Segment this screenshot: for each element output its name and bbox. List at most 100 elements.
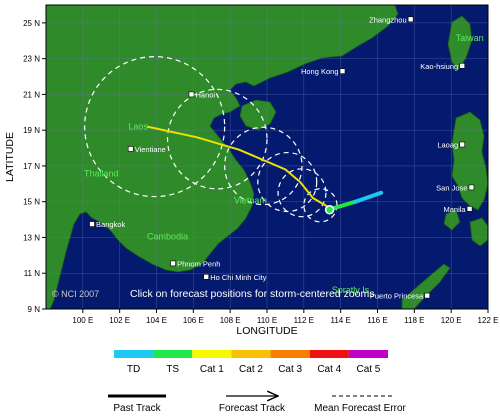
x-axis-label: LONGITUDE xyxy=(236,325,297,337)
legend-swatch-cat-5 xyxy=(348,350,388,358)
legend-swatch-cat-1 xyxy=(192,350,232,358)
region-label: Thailand xyxy=(84,169,119,179)
forecast-position-hotspot[interactable] xyxy=(234,145,244,155)
legend-swatch-ts xyxy=(153,350,193,358)
x-tick-label: 106 E xyxy=(183,316,204,325)
legend-swatch-cat-2 xyxy=(231,350,271,358)
past-track-legend-label: Past Track xyxy=(113,403,161,412)
y-axis-ticks: 25 N 23 N 21 N 19 N 17 N 15 N 13 N 11 N 9 N xyxy=(23,19,46,314)
city-square-icon xyxy=(127,146,134,152)
y-tick-label: 11 N xyxy=(24,269,41,278)
y-tick-label: 21 N xyxy=(23,90,40,99)
land-luzon xyxy=(451,111,488,211)
region-label: Laos xyxy=(128,121,148,131)
land-palawan xyxy=(401,263,451,309)
city-marker: Phnom Penh xyxy=(170,259,220,268)
city-label: Bangkok xyxy=(96,220,125,229)
city-square-icon xyxy=(459,62,466,69)
forecast-error-circle xyxy=(257,151,318,213)
city-label: Hong Kong xyxy=(301,67,339,76)
forecast-position-hotspot[interactable] xyxy=(308,193,318,203)
region-labels: Taiwan Laos Thailand Vietnam Cambodia Spratly… xyxy=(84,33,484,295)
land-mainland-asia xyxy=(46,5,399,309)
legend-category-label: Cat 1 xyxy=(200,364,224,375)
city-square-icon xyxy=(339,68,346,74)
city-marker: Laoag xyxy=(437,140,466,149)
legend-category-label: Cat 3 xyxy=(278,364,302,375)
y-tick-label: 13 N xyxy=(23,233,40,242)
y-axis-label: LATITUDE xyxy=(4,132,16,182)
city-square-icon xyxy=(188,91,195,98)
x-tick-label: 100 E xyxy=(72,316,93,325)
category-legend: TD TS Cat 1 Cat 2 Cat 3 Cat 4 Cat 5 xyxy=(114,350,388,375)
track-legend: Past Track Forecast Track Mean Forecast … xyxy=(108,396,407,414)
forecast-error-circle xyxy=(84,56,226,198)
forecast-error-circle xyxy=(166,88,268,190)
forecast-error-circle xyxy=(224,126,303,206)
map-panel[interactable]: Zhangzhou Hong Kong Kao-hsiung Hanoi Vientia… xyxy=(45,4,489,310)
city-markers: Zhangzhou Hong Kong Kao-hsiung Hanoi Vientia… xyxy=(89,15,475,301)
x-tick-label: 112 E xyxy=(294,316,314,325)
region-label: Vietnam xyxy=(234,195,267,205)
city-label: Hanoi xyxy=(195,90,215,99)
legend-category-label: Cat 4 xyxy=(317,364,341,375)
land-mindoro xyxy=(443,209,461,231)
city-square-icon xyxy=(89,221,95,227)
legend-swatch-td xyxy=(114,350,154,358)
copyright-text: © NCI 2007 xyxy=(52,289,99,299)
forecast-track-line xyxy=(147,125,332,210)
storm-tracks xyxy=(147,125,384,215)
city-square-icon xyxy=(170,260,176,267)
city-marker: Bangkok xyxy=(89,220,125,229)
city-label: Vientiane xyxy=(135,145,166,154)
y-tick-label: 17 N xyxy=(23,162,40,171)
error-legend-label: Mean Forecast Error xyxy=(314,403,406,412)
city-square-icon xyxy=(203,274,210,280)
city-square-icon xyxy=(459,141,466,148)
forecast-position-hotspot[interactable] xyxy=(192,132,202,142)
city-marker: Zhangzhou xyxy=(369,15,414,24)
city-marker: San Jose xyxy=(436,183,475,192)
x-tick-label: 120 E xyxy=(441,316,462,325)
legend-category-label: Cat 5 xyxy=(356,364,380,375)
legend-swatch-cat-3 xyxy=(270,350,310,358)
y-tick-label: 23 N xyxy=(23,55,40,64)
city-label: Puerto Princesa xyxy=(370,292,424,301)
forecast-position-hotspot[interactable] xyxy=(295,177,305,187)
land-layer xyxy=(46,5,488,309)
x-axis-ticks: 100 E 102 E 104 E 106 E 108 E 110 E 112 E 114 E… xyxy=(72,309,498,325)
legend-category-label: TD xyxy=(127,364,140,375)
legend-category-label: Cat 2 xyxy=(239,364,263,375)
city-label: San Jose xyxy=(436,183,467,192)
region-label: Taiwan xyxy=(456,33,484,43)
city-label: Phnom Penh xyxy=(177,259,220,268)
city-marker: Kao-hsiung xyxy=(420,62,466,71)
city-marker: Ho Chi Minh City xyxy=(203,273,267,282)
y-tick-label: 9 N xyxy=(28,305,41,314)
x-tick-label: 114 E xyxy=(331,316,351,325)
x-tick-label: 104 E xyxy=(146,316,167,325)
forecast-position-hotspot[interactable] xyxy=(280,165,290,175)
region-label: Cambodia xyxy=(147,231,188,241)
city-label: Laoag xyxy=(437,140,458,149)
x-tick-label: 122 E xyxy=(478,316,499,325)
y-tick-label: 19 N xyxy=(23,126,40,135)
past-track-segment xyxy=(329,199,358,211)
city-label: Manila xyxy=(443,205,466,214)
y-tick-label: 15 N xyxy=(23,198,40,207)
region-label: Spratly Is. xyxy=(332,285,372,295)
city-marker: Manila xyxy=(443,205,473,214)
city-square-icon xyxy=(407,16,414,23)
legend-category-label: TS xyxy=(166,364,179,375)
current-storm-position[interactable] xyxy=(324,205,335,215)
city-square-icon xyxy=(466,206,473,212)
x-tick-label: 118 E xyxy=(404,316,424,325)
city-square-icon xyxy=(468,184,475,191)
city-marker: Hong Kong xyxy=(301,67,346,76)
x-tick-label: 110 E xyxy=(257,316,277,325)
forecast-track-legend-label: Forecast Track xyxy=(219,403,286,412)
land-philippines-south xyxy=(469,217,488,247)
x-tick-label: 102 E xyxy=(109,316,130,325)
city-marker: Vientiane xyxy=(127,145,166,154)
